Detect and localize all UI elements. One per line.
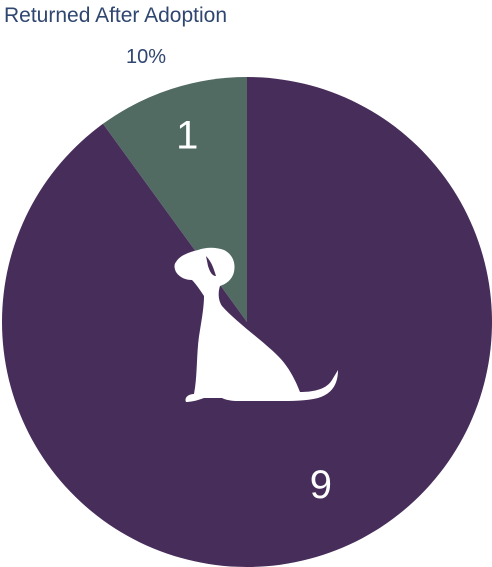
chart-title: Returned After Adoption: [4, 4, 227, 27]
pie-slice-labels: 19: [176, 113, 332, 507]
pie-slice-value-label: 9: [310, 463, 332, 507]
dog-sitting-icon: [174, 247, 338, 402]
highlight-percent-label: 10%: [126, 46, 167, 68]
pie-slices: [2, 77, 492, 567]
pie-slice-value-label: 1: [176, 113, 198, 157]
pie-slice-9: [2, 77, 492, 567]
